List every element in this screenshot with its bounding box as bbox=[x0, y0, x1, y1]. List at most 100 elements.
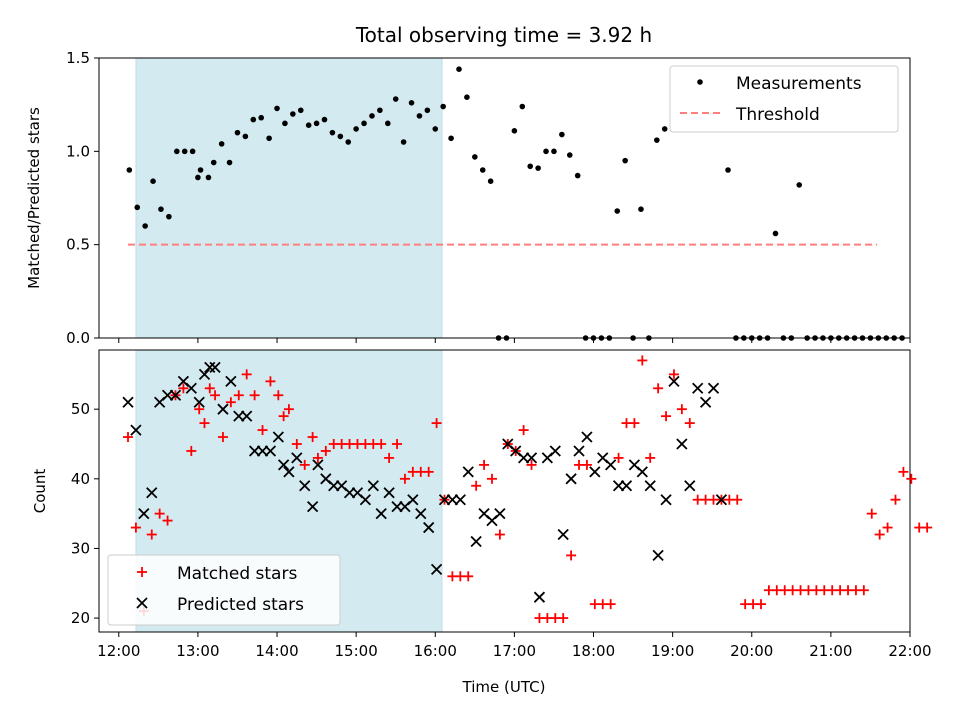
predicted-point bbox=[193, 396, 205, 408]
bottom-xtick-label: 20:00 bbox=[730, 642, 773, 660]
measurement-point bbox=[582, 335, 589, 341]
matched-point bbox=[307, 432, 318, 443]
measurement-point bbox=[804, 335, 810, 341]
measurement-point bbox=[495, 335, 502, 341]
matched-point bbox=[755, 599, 766, 610]
measurement-point bbox=[899, 335, 905, 341]
predicted-point bbox=[470, 535, 482, 548]
measurement-point bbox=[479, 167, 486, 173]
measurement-point bbox=[150, 178, 156, 184]
measurement-point bbox=[464, 94, 470, 100]
matched-point bbox=[123, 432, 134, 443]
measurement-point bbox=[166, 213, 172, 220]
measurement-point bbox=[812, 335, 818, 341]
measurement-point bbox=[764, 335, 771, 341]
top-ytick-label: 0.5 bbox=[66, 236, 90, 254]
measurement-point bbox=[408, 100, 415, 106]
predicted-point bbox=[217, 403, 229, 415]
measurement-point bbox=[432, 126, 439, 132]
measurement-point bbox=[843, 335, 850, 341]
measurement-point bbox=[234, 129, 241, 136]
measurement-point bbox=[400, 139, 407, 145]
matched-point bbox=[566, 550, 577, 561]
bottom-y-ticks: 20 30 40 50 bbox=[71, 400, 99, 627]
measurement-point bbox=[543, 148, 549, 155]
legend-predicted-marker bbox=[136, 597, 148, 609]
matched-point bbox=[392, 439, 403, 449]
measurement-point bbox=[218, 141, 225, 147]
bottom-ylabel: Count bbox=[31, 469, 49, 514]
measurement-point bbox=[258, 114, 265, 121]
bottom-xtick-label: 14:00 bbox=[255, 642, 298, 660]
measurement-point bbox=[756, 335, 763, 341]
predicted-point bbox=[291, 452, 303, 464]
measurement-point bbox=[891, 335, 897, 341]
measurement-point bbox=[535, 165, 541, 171]
measurement-point bbox=[566, 152, 573, 158]
measurement-point bbox=[487, 178, 494, 184]
measurement-point bbox=[598, 335, 605, 341]
predicted-point bbox=[676, 438, 688, 450]
top-axes: Total observing time = 3.92 h Matched/Pr… bbox=[25, 23, 911, 347]
top-legend-box bbox=[669, 65, 899, 133]
predicted-point bbox=[138, 507, 150, 520]
matched-point bbox=[320, 445, 331, 456]
matched-point bbox=[890, 494, 901, 505]
predicted-point bbox=[454, 494, 466, 506]
matched-point bbox=[629, 418, 640, 429]
measurement-point bbox=[511, 128, 518, 134]
predicted-point bbox=[185, 382, 197, 394]
legend-measurements-label: Measurements bbox=[736, 74, 862, 94]
matched-point bbox=[278, 411, 289, 422]
matched-point bbox=[922, 522, 933, 533]
predicted-point bbox=[652, 549, 664, 562]
measurement-point bbox=[503, 335, 510, 341]
measurement-point bbox=[630, 335, 636, 341]
matched-point bbox=[732, 494, 743, 505]
predicted-point bbox=[557, 528, 569, 541]
predicted-point bbox=[525, 452, 538, 464]
measurement-point bbox=[345, 139, 352, 145]
measurement-point bbox=[440, 103, 446, 110]
measurement-point bbox=[559, 131, 565, 138]
measurement-point bbox=[195, 174, 201, 181]
matched-point bbox=[283, 404, 294, 415]
matched-point bbox=[225, 397, 236, 408]
measurement-point bbox=[297, 107, 304, 114]
predicted-point bbox=[277, 459, 290, 471]
measurement-point bbox=[305, 122, 312, 128]
matched-point bbox=[154, 508, 165, 519]
predicted-point bbox=[204, 361, 216, 374]
measurement-point bbox=[424, 107, 431, 114]
measurement-point bbox=[384, 120, 391, 127]
matched-point bbox=[291, 439, 302, 449]
top-legend: Measurements Threshold bbox=[669, 65, 899, 133]
bottom-xlabel: Time (UTC) bbox=[462, 678, 546, 696]
matched-point bbox=[653, 383, 664, 394]
measurement-point bbox=[519, 103, 526, 110]
matched-point bbox=[906, 473, 917, 484]
measurement-point bbox=[820, 335, 826, 341]
matched-point bbox=[676, 404, 687, 415]
measurement-point bbox=[654, 137, 660, 143]
bottom-xtick-label: 17:00 bbox=[493, 642, 536, 660]
predicted-point bbox=[299, 480, 311, 492]
measurement-point bbox=[551, 148, 557, 155]
matched-point bbox=[858, 585, 869, 596]
bottom-xtick-label: 22:00 bbox=[888, 642, 931, 660]
matched-point bbox=[668, 369, 679, 380]
legend-matched-marker bbox=[137, 567, 147, 577]
measurement-point bbox=[646, 335, 652, 341]
predicted-point bbox=[146, 487, 158, 499]
matched-point bbox=[204, 383, 215, 394]
matched-point bbox=[637, 355, 648, 366]
matched-point bbox=[486, 473, 497, 484]
measurement-point bbox=[472, 154, 478, 160]
predicted-point bbox=[272, 431, 284, 443]
measurement-point bbox=[748, 335, 755, 341]
top-title: Total observing time = 3.92 h bbox=[355, 23, 652, 47]
legend-threshold-label: Threshold bbox=[735, 105, 820, 125]
measurement-point bbox=[189, 148, 196, 155]
predicted-point bbox=[636, 466, 648, 478]
